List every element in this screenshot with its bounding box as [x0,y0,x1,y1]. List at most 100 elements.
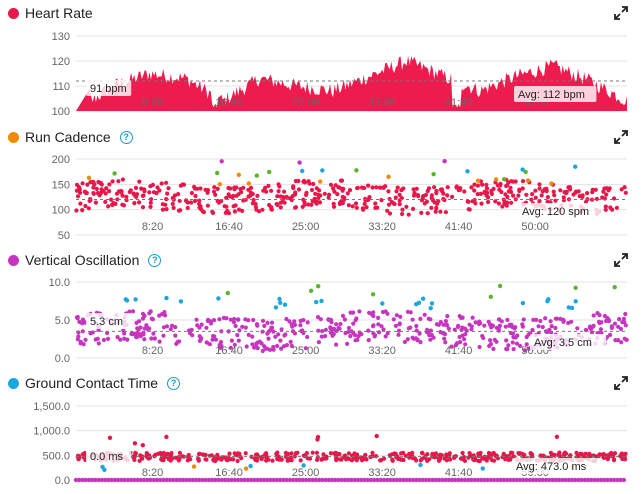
data-point [463,342,468,347]
data-point [166,186,171,191]
data-point [178,299,184,304]
ground-contact-time-chart[interactable]: 1,500.0 1,000.0 500.0 0.0 8:20 16:40 25:00 33:2… [0,372,642,494]
data-point [562,190,567,195]
data-point [480,182,485,187]
data-point [228,345,233,350]
data-point [619,340,624,345]
data-point [199,322,204,327]
data-point [458,187,463,192]
data-point [387,211,393,216]
data-point [551,189,556,194]
data-point [125,477,131,483]
data-point [485,477,490,483]
data-point [506,343,511,348]
data-point [434,206,439,211]
data-point [282,333,287,338]
vertical-oscillation-chart[interactable]: 10.05.00.08:20 16:40 25:00 33:20 41:40 50:005… [0,249,642,369]
data-point [197,451,202,456]
data-point [113,201,118,206]
data-point [200,452,205,457]
data-point [85,182,90,187]
data-point [507,323,512,328]
data-point [115,477,121,483]
data-point [475,178,481,183]
data-point [440,330,445,336]
data-point [80,477,85,483]
data-point [74,182,80,187]
data-point [430,477,435,483]
data-point [550,452,555,457]
data-point [423,477,429,483]
data-point [265,346,270,351]
help-icon[interactable]: ? [167,376,181,390]
data-point [433,477,438,483]
data-point [510,340,515,345]
data-point [521,317,526,322]
data-point [587,325,592,330]
data-point [276,182,281,187]
data-point [361,456,366,461]
expand-icon[interactable] [614,6,628,20]
data-point [503,324,508,329]
data-point [425,188,430,194]
run-cadence-chart[interactable]: 200 150 100 50 8:20 16:40 25:00 33:20 41:40 50:00… [0,126,642,246]
help-icon[interactable]: ? [148,253,162,267]
y-tick-label: 130 [52,31,70,43]
data-point [524,192,529,197]
data-point [623,323,628,328]
data-point [211,458,217,463]
data-point [488,294,493,299]
data-point [380,301,385,306]
x-tick-label: 8:20 [142,97,163,109]
expand-icon[interactable] [614,253,628,267]
data-point [184,198,189,203]
data-point [500,204,505,209]
data-point [493,177,499,182]
data-point [243,466,249,471]
data-point [144,323,149,328]
data-point [376,330,382,335]
data-point [80,208,85,213]
data-point [362,201,367,206]
data-point [205,203,210,208]
cursor-value-label: 5.3 cm [90,316,123,328]
data-point [110,179,115,184]
data-point [605,477,610,483]
data-point [226,185,231,191]
help-icon[interactable]: ? [119,130,133,144]
data-point [329,477,335,483]
data-point [513,179,518,184]
data-point [410,317,415,322]
data-point [478,191,483,196]
data-point [501,477,506,483]
data-point [622,185,627,190]
data-point [138,477,143,483]
data-point [255,452,260,457]
data-point [189,190,194,196]
data-point [534,477,539,483]
data-point [231,457,236,462]
data-point [385,311,390,316]
data-point [366,183,371,188]
data-point [530,192,535,197]
data-point [379,198,384,203]
data-point [251,197,256,203]
data-point [278,300,283,305]
data-point [364,205,369,210]
expand-icon[interactable] [614,130,628,144]
data-point [211,318,217,323]
data-point [432,200,437,205]
data-point [572,477,578,483]
data-point [419,210,424,215]
data-point [365,197,370,202]
data-point [262,344,267,349]
data-point [509,200,514,205]
data-point [482,477,487,483]
data-point [135,477,140,483]
data-point [414,186,419,191]
data-point [115,197,120,202]
expand-icon[interactable] [614,376,628,390]
data-point [593,454,599,459]
data-point [203,457,208,462]
